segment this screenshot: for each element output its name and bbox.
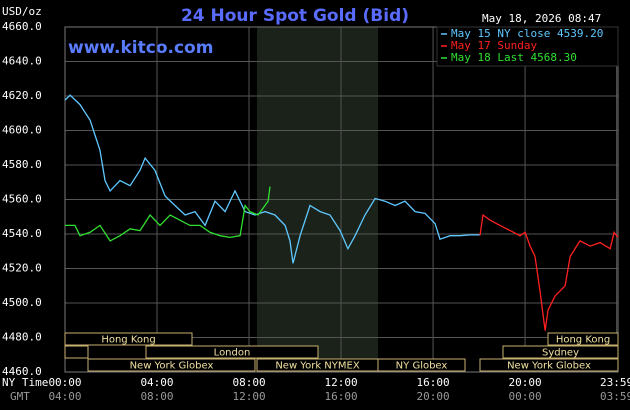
y-tick-label: 4540.0 (2, 227, 42, 240)
legend-label: May 17 Sunday (451, 39, 537, 52)
y-tick-label: 4500.0 (2, 296, 42, 309)
legend-label: May 15 NY close 4539.20 (451, 27, 603, 40)
x2-tick-label: 20:00 (416, 390, 449, 403)
watermark: www.kitco.com (68, 38, 213, 58)
timestamp: May 18, 2026 08:47 (482, 12, 601, 25)
legend-label: May 18 Last 4568.30 (451, 51, 577, 64)
chart-title: 24 Hour Spot Gold (Bid) (181, 6, 409, 26)
x-tick-label: 16:00 (416, 376, 449, 389)
x-tick-label: 20:00 (509, 376, 542, 389)
x-tick-label: 04:00 (140, 376, 173, 389)
y-tick-label: 4460.0 (2, 365, 42, 378)
y-tick-label: 4620.0 (2, 89, 42, 102)
plot-border (64, 26, 619, 373)
session-box (547, 332, 619, 346)
y-tick-label: 4580.0 (2, 158, 42, 171)
session-label: NY Globex (396, 361, 448, 372)
x-tick-label: 00:00 (48, 376, 81, 389)
legend-box (436, 26, 619, 67)
session-label: New York Globex (130, 361, 214, 372)
x-tick-label: 12:00 (324, 376, 357, 389)
y-tick-label: 4480.0 (2, 331, 42, 344)
x2-tick-label: 00:00 (509, 390, 542, 403)
session-box (502, 345, 619, 359)
session-label: Sydney (542, 348, 579, 359)
x-label: NY Time (2, 376, 48, 389)
session-label: New York Globex (507, 361, 591, 372)
x-tick-label: 23:59 (600, 376, 630, 389)
x2-tick-label: 03:59 (600, 390, 630, 403)
y-tick-label: 4660.0 (2, 20, 42, 33)
y-tick-label: 4520.0 (2, 262, 42, 275)
session-label: New York NYMEX (275, 361, 360, 372)
x2-tick-label: 08:00 (140, 390, 173, 403)
y-tick-label: 4640.0 (2, 55, 42, 68)
session-label: London (214, 348, 251, 359)
series-line (479, 213, 619, 331)
y-tick-label: 4560.0 (2, 193, 42, 206)
session-box (64, 345, 89, 359)
x2-label: GMT (10, 390, 30, 403)
session-box (64, 332, 193, 346)
session-label: Hong Kong (556, 335, 610, 346)
y-tick-label: 4600.0 (2, 124, 42, 137)
session-box (87, 358, 256, 372)
x-tick-label: 08:00 (232, 376, 265, 389)
session-box (377, 358, 466, 372)
series-line (65, 186, 271, 242)
unit-label: USD/oz (2, 5, 42, 18)
session-box (479, 358, 619, 372)
series-line (64, 94, 480, 264)
x2-tick-label: 16:00 (324, 390, 357, 403)
x2-tick-label: 04:00 (48, 390, 81, 403)
session-label: Hong Kong (101, 335, 155, 346)
session-box (145, 345, 319, 359)
x2-tick-label: 12:00 (232, 390, 265, 403)
